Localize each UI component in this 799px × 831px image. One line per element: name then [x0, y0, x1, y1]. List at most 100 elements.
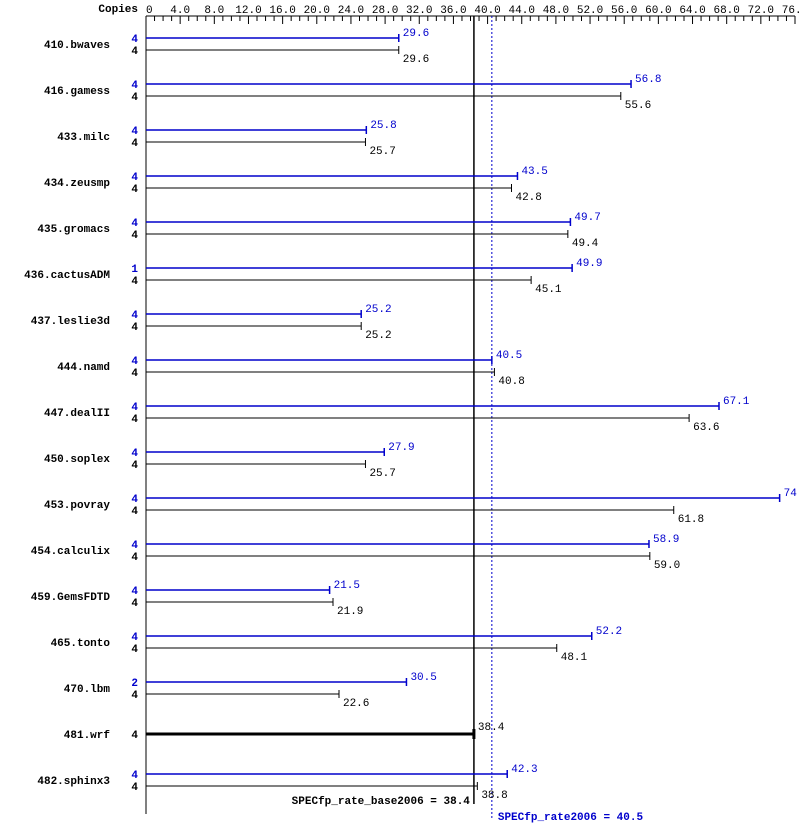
axis-tick-label: 28.0: [372, 5, 398, 17]
copies-label-peak: 4: [131, 126, 138, 138]
copies-label-base: 4: [131, 46, 138, 58]
benchmark-value-base: 63.6: [693, 422, 719, 434]
benchmark-value-base: 21.9: [337, 606, 363, 618]
copies-label-peak: 4: [131, 172, 138, 184]
benchmark-label: 444.namd: [57, 362, 110, 374]
axis-tick-label: 36.0: [440, 5, 466, 17]
benchmark-label: 436.cactusADM: [24, 270, 110, 282]
copies-label-base: 4: [131, 322, 138, 334]
axis-tick-label: 68.0: [713, 5, 739, 17]
benchmark-value-peak: 42.3: [511, 764, 537, 776]
benchmark-value-base: 61.8: [678, 514, 704, 526]
benchmark-value-peak: 52.2: [596, 626, 622, 638]
benchmark-label: 459.GemsFDTD: [31, 592, 111, 604]
axis-tick-label: 12.0: [235, 5, 261, 17]
benchmark-value-peak: 25.2: [365, 304, 391, 316]
copies-label-base: 4: [131, 138, 138, 150]
copies-label-base: 4: [131, 690, 138, 702]
benchmark-label: 453.povray: [44, 500, 110, 512]
benchmark-label: 416.gamess: [44, 86, 110, 98]
benchmark-value-peak: 74.2: [784, 488, 799, 500]
axis-tick-label: 40.0: [474, 5, 500, 17]
copies-label-peak: 4: [131, 494, 138, 506]
axis-tick-label: 72.0: [748, 5, 774, 17]
copies-label-peak: 4: [131, 586, 138, 598]
benchmark-value-base: 59.0: [654, 560, 680, 572]
benchmark-value-peak: 49.7: [574, 212, 600, 224]
specfp-rate-chart: Copies04.08.012.016.020.024.028.032.036.…: [0, 0, 799, 831]
copies-label-peak: 4: [131, 218, 138, 230]
benchmark-label: 470.lbm: [64, 684, 111, 696]
copies-label-peak: 1: [131, 264, 138, 276]
axis-tick-label: 0: [146, 5, 153, 17]
benchmark-value-peak: 40.5: [496, 350, 522, 362]
copies-label-base: 4: [131, 276, 138, 288]
copies-label-base: 4: [131, 368, 138, 380]
copies-label-peak: 4: [131, 310, 138, 322]
copies-label-peak: 4: [131, 770, 138, 782]
benchmark-value-base: 29.6: [403, 54, 429, 66]
copies-label-base: 4: [131, 92, 138, 104]
benchmark-value-peak: 27.9: [388, 442, 414, 454]
benchmark-value-base: 25.7: [369, 468, 395, 480]
ref-label-peak: SPECfp_rate2006 = 40.5: [498, 812, 644, 824]
benchmark-value-peak: 43.5: [521, 166, 547, 178]
axis-tick-label: 64.0: [679, 5, 705, 17]
benchmark-value-peak: 56.8: [635, 74, 661, 86]
benchmark-label: 450.soplex: [44, 454, 110, 466]
benchmark-value-peak: 58.9: [653, 534, 679, 546]
copies-label-peak: 4: [131, 632, 138, 644]
axis-tick-label: 20.0: [304, 5, 330, 17]
copies-label-peak: 4: [131, 540, 138, 552]
benchmark-label: 447.dealII: [44, 408, 110, 420]
axis-tick-label: 56.0: [611, 5, 637, 17]
copies-label-base: 4: [131, 506, 138, 518]
benchmark-value-base: 45.1: [535, 284, 562, 296]
benchmark-value-base: 40.8: [498, 376, 524, 388]
copies-label-peak: 4: [131, 80, 138, 92]
benchmark-label: 410.bwaves: [44, 40, 110, 52]
axis-tick-label: 8.0: [204, 5, 224, 17]
benchmark-value-base: 55.6: [625, 100, 651, 112]
benchmark-label: 481.wrf: [64, 730, 111, 742]
benchmark-value-peak: 21.5: [334, 580, 360, 592]
benchmark-value-peak: 30.5: [410, 672, 436, 684]
benchmark-value-base: 25.7: [369, 146, 395, 158]
benchmark-value-peak: 29.6: [403, 28, 429, 40]
benchmark-label: 434.zeusmp: [44, 178, 110, 190]
copies-label-base: 4: [131, 230, 138, 242]
benchmark-value-base: 38.8: [481, 790, 507, 802]
copies-label: 4: [131, 730, 138, 742]
axis-tick-label: 48.0: [543, 5, 569, 17]
benchmark-label: 437.leslie3d: [31, 316, 110, 328]
benchmark-value-base: 42.8: [515, 192, 541, 204]
copies-label-base: 4: [131, 598, 138, 610]
ref-label-base: SPECfp_rate_base2006 = 38.4: [292, 796, 471, 808]
benchmark-label: 433.milc: [57, 132, 110, 144]
benchmark-value: 38.4: [478, 722, 505, 734]
axis-tick-label: 76.0: [782, 5, 799, 17]
axis-tick-label: 60.0: [645, 5, 671, 17]
benchmark-value-base: 22.6: [343, 698, 369, 710]
axis-tick-label: 44.0: [509, 5, 535, 17]
copies-label-base: 4: [131, 644, 138, 656]
benchmark-label: 435.gromacs: [37, 224, 110, 236]
axis-tick-label: 52.0: [577, 5, 603, 17]
benchmark-value-base: 48.1: [561, 652, 588, 664]
copies-label-peak: 4: [131, 34, 138, 46]
benchmark-value-peak: 25.8: [370, 120, 396, 132]
copies-label-base: 4: [131, 782, 138, 794]
copies-label-peak: 4: [131, 356, 138, 368]
copies-label-peak: 2: [131, 678, 138, 690]
benchmark-value-base: 25.2: [365, 330, 391, 342]
copies-label-peak: 4: [131, 402, 138, 414]
benchmark-value-peak: 67.1: [723, 396, 750, 408]
copies-label-base: 4: [131, 552, 138, 564]
benchmark-label: 482.sphinx3: [37, 776, 110, 788]
chart-background: [0, 0, 799, 831]
axis-tick-label: 24.0: [338, 5, 364, 17]
benchmark-value-base: 49.4: [572, 238, 599, 250]
axis-tick-label: 16.0: [269, 5, 295, 17]
axis-tick-label: 4.0: [170, 5, 190, 17]
benchmark-label: 465.tonto: [51, 638, 111, 650]
